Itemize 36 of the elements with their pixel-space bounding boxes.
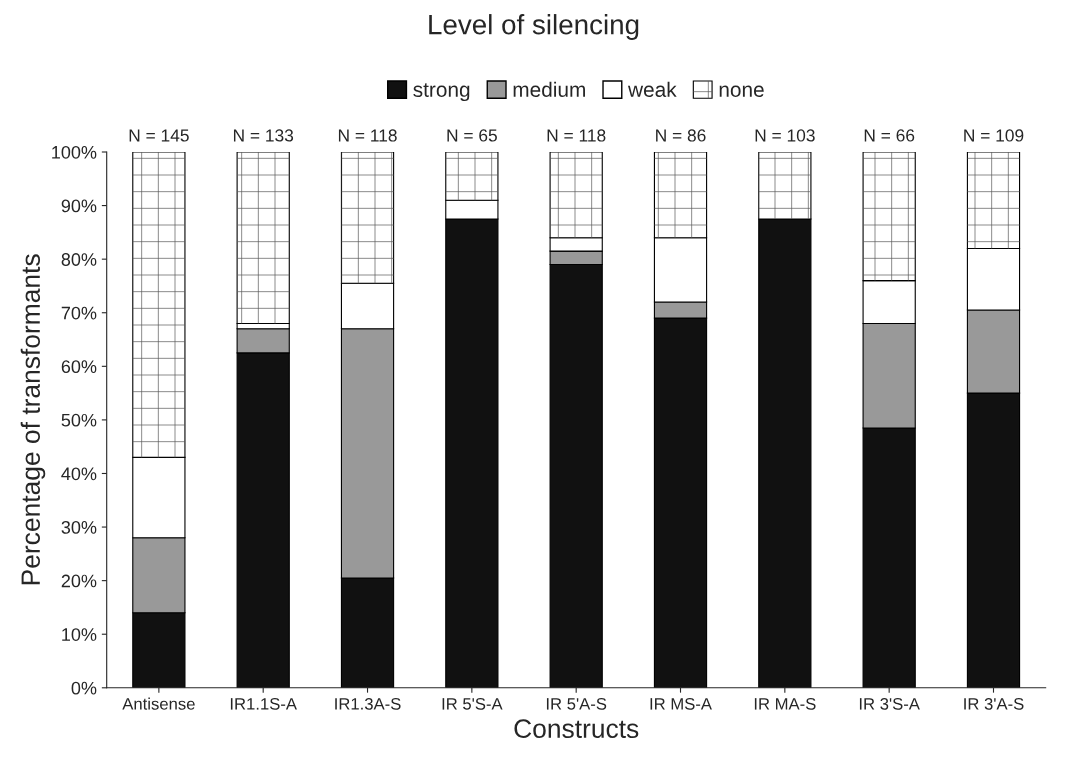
- legend-label: medium: [513, 81, 585, 97]
- annotation: N = 118: [338, 129, 397, 142]
- x-tick-label: IR 5'A-S: [546, 697, 607, 710]
- annotation: N = 65: [447, 129, 497, 142]
- x-tick-label: IR1.3A-S: [335, 697, 401, 710]
- annotation: N = 109: [964, 129, 1024, 142]
- annotation: N = 133: [233, 129, 294, 142]
- x-tick-label: IR1.1S-A: [230, 697, 297, 710]
- y-tick-label: 90%: [61, 199, 97, 213]
- y-tick-label: 60%: [61, 360, 97, 374]
- y-tick-label: 30%: [61, 520, 97, 534]
- annotation: N = 86: [656, 129, 706, 142]
- annotation: N = 66: [864, 129, 915, 142]
- y-tick-label: 40%: [61, 467, 97, 481]
- y-axis-title: Percentage of transformants: [20, 254, 46, 585]
- annotation: N = 145: [129, 129, 189, 142]
- legend-label: none: [719, 85, 764, 97]
- x-tick-label: IR 3'A-S: [964, 697, 1024, 710]
- x-tick-label: IR MS-A: [650, 697, 712, 710]
- y-tick-label: 100%: [52, 145, 97, 159]
- x-tick-label: IR 3'S-A: [859, 697, 920, 710]
- y-tick-label: 50%: [61, 413, 97, 427]
- legend-label: weak: [627, 81, 677, 97]
- annotation: N = 103: [755, 129, 815, 142]
- x-tick-label: IR 5'S-A: [442, 697, 503, 710]
- chart-title: Level of silencing: [429, 14, 639, 40]
- y-tick-label: 20%: [61, 574, 97, 588]
- y-tick-label: 80%: [61, 253, 97, 266]
- x-tick-label: Antisense: [122, 697, 195, 710]
- y-tick-label: 0%: [71, 681, 97, 695]
- annotation: N = 118: [547, 129, 606, 142]
- legend-label: strong: [413, 83, 470, 102]
- y-tick-label: 70%: [61, 306, 97, 320]
- x-axis-title: Constructs: [514, 719, 639, 738]
- x-tick-label: IR MA-S: [754, 697, 816, 710]
- y-tick-label: 10%: [62, 628, 97, 641]
